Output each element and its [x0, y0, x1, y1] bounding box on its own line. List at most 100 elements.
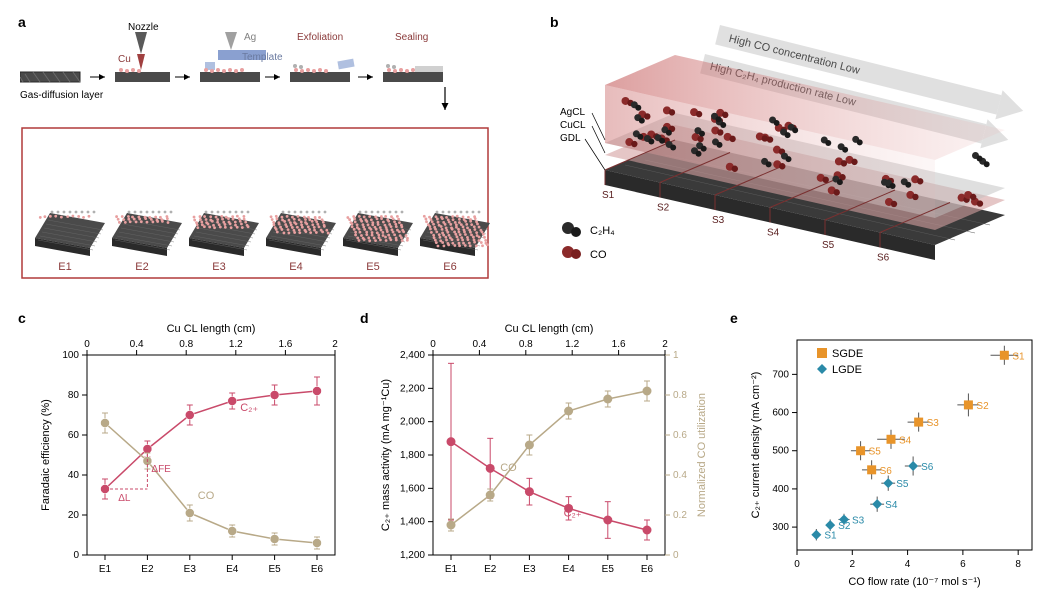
panel-d-label: d: [360, 310, 369, 326]
svg-text:E2: E2: [141, 564, 154, 575]
seal-text: Sealing: [395, 32, 428, 43]
svg-text:LGDE: LGDE: [832, 364, 862, 376]
svg-text:E5: E5: [366, 261, 379, 273]
gdl-text: Gas-diffusion layer: [20, 90, 104, 101]
panel-e-label: e: [730, 310, 738, 326]
svg-text:E4: E4: [226, 564, 239, 575]
svg-text:0.4: 0.4: [472, 339, 486, 350]
svg-text:CO: CO: [500, 462, 517, 474]
svg-text:S3: S3: [852, 515, 865, 526]
svg-text:S4: S4: [899, 435, 912, 446]
svg-text:E4: E4: [289, 261, 302, 273]
svg-text:40: 40: [68, 470, 80, 481]
cu-text: Cu: [118, 54, 131, 65]
svg-text:2: 2: [662, 339, 668, 350]
panel-d: 1,200 1,400 1,600 1,800 2,000 2,200 2,400 C₂₊ m…: [375, 320, 715, 593]
svg-text:20: 20: [68, 510, 80, 521]
svg-text:S5: S5: [822, 240, 835, 251]
svg-text:E5: E5: [268, 564, 281, 575]
svg-text:E6: E6: [311, 564, 324, 575]
gdl-label: GDL: [560, 133, 581, 144]
svg-text:0.8: 0.8: [673, 390, 687, 401]
svg-text:S6: S6: [880, 466, 893, 477]
svg-text:E3: E3: [523, 564, 536, 575]
svg-text:2,400: 2,400: [400, 350, 425, 361]
svg-text:1.2: 1.2: [229, 339, 243, 350]
svg-text:S5: S5: [896, 479, 909, 490]
svg-text:E1: E1: [99, 564, 112, 575]
panel-a: Gas-diffusion layer Nozzle Cu: [20, 20, 500, 290]
svg-text:Faradaic efficiency (%): Faradaic efficiency (%): [40, 399, 52, 511]
svg-text:C₂₊: C₂₊: [240, 402, 258, 414]
svg-text:S3: S3: [712, 215, 725, 226]
svg-text:0: 0: [430, 339, 436, 350]
svg-text:1,200: 1,200: [400, 550, 425, 561]
c2h4-legend: C₂H₄: [590, 225, 615, 237]
svg-text:400: 400: [772, 484, 789, 495]
svg-text:1,800: 1,800: [400, 450, 425, 461]
svg-text:CO: CO: [198, 490, 215, 502]
agcl-label: AgCL: [560, 107, 585, 118]
panel-a-svg: Gas-diffusion layer Nozzle Cu: [20, 20, 500, 290]
svg-text:S1: S1: [824, 531, 837, 542]
svg-text:S6: S6: [921, 462, 934, 473]
svg-text:Cu CL length (cm): Cu CL length (cm): [167, 323, 256, 335]
svg-text:S1: S1: [1012, 351, 1025, 362]
svg-text:E1: E1: [445, 564, 458, 575]
svg-text:E2: E2: [484, 564, 497, 575]
svg-text:0: 0: [673, 550, 679, 561]
svg-text:1,600: 1,600: [400, 483, 425, 494]
svg-text:C₂₊: C₂₊: [564, 508, 582, 520]
svg-text:CO flow rate (10⁻⁷ mol s⁻¹): CO flow rate (10⁻⁷ mol s⁻¹): [848, 576, 980, 588]
svg-text:0.8: 0.8: [519, 339, 533, 350]
svg-text:0.2: 0.2: [673, 510, 687, 521]
svg-text:S4: S4: [885, 500, 898, 511]
svg-text:1.2: 1.2: [565, 339, 579, 350]
svg-text:4: 4: [905, 559, 911, 570]
svg-text:S2: S2: [976, 401, 989, 412]
svg-text:8: 8: [1015, 559, 1021, 570]
svg-text:2,000: 2,000: [400, 417, 425, 428]
svg-text:300: 300: [772, 522, 789, 533]
svg-text:700: 700: [772, 369, 789, 380]
panel-b: High CO concentration Low High C₂H₄ prod…: [550, 20, 1030, 290]
exfol-text: Exfoliation: [297, 32, 343, 43]
svg-text:0: 0: [73, 550, 79, 561]
nozzle-text: Nozzle: [128, 22, 159, 33]
svg-text:1.6: 1.6: [612, 339, 626, 350]
template-text: Template: [242, 52, 283, 63]
svg-text:1,400: 1,400: [400, 517, 425, 528]
svg-text:SGDE: SGDE: [832, 348, 863, 360]
svg-text:E1: E1: [58, 261, 71, 273]
svg-text:E6: E6: [443, 261, 456, 273]
svg-text:Cu CL length (cm): Cu CL length (cm): [505, 323, 594, 335]
svg-text:C₂₊ mass activity (mA mg⁻¹Cu): C₂₊ mass activity (mA mg⁻¹Cu): [380, 379, 392, 531]
svg-text:60: 60: [68, 430, 80, 441]
svg-text:6: 6: [960, 559, 966, 570]
svg-text:E3: E3: [184, 564, 197, 575]
svg-text:80: 80: [68, 390, 80, 401]
svg-text:S2: S2: [657, 203, 670, 214]
svg-text:0: 0: [84, 339, 90, 350]
ag-text: Ag: [244, 32, 256, 43]
panel-e: 02468CO flow rate (10⁻⁷ mol s⁻¹)30040050…: [745, 320, 1038, 593]
svg-text:ΔL: ΔL: [118, 493, 131, 504]
svg-text:S5: S5: [869, 447, 882, 458]
svg-text:C₂₊ current density (mA cm⁻²): C₂₊ current density (mA cm⁻²): [750, 372, 762, 519]
svg-text:1.6: 1.6: [278, 339, 292, 350]
svg-text:0.4: 0.4: [130, 339, 144, 350]
svg-text:1: 1: [673, 350, 679, 361]
svg-text:E4: E4: [562, 564, 575, 575]
svg-text:ΔFE: ΔFE: [151, 464, 171, 475]
svg-text:500: 500: [772, 446, 789, 457]
svg-text:E5: E5: [602, 564, 615, 575]
svg-text:E3: E3: [212, 261, 225, 273]
svg-text:E2: E2: [135, 261, 148, 273]
svg-text:600: 600: [772, 408, 789, 419]
svg-text:2,200: 2,200: [400, 383, 425, 394]
panel-c-label: c: [18, 310, 26, 326]
svg-text:S3: S3: [927, 418, 940, 429]
svg-text:0.4: 0.4: [673, 470, 687, 481]
svg-text:S6: S6: [877, 253, 890, 264]
svg-text:2: 2: [332, 339, 338, 350]
